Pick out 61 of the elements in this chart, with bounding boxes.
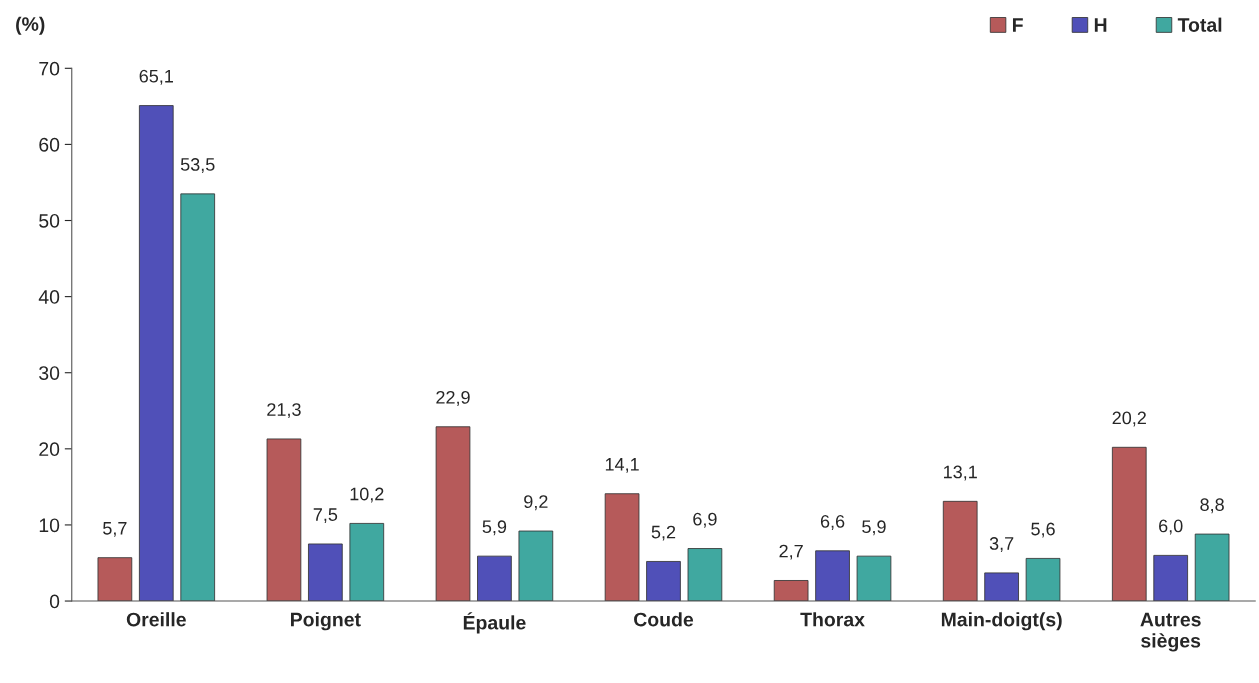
data-label: 5,2 (651, 525, 676, 541)
bar (604, 493, 640, 602)
y-tick-label: 40 (38, 290, 60, 304)
bar (435, 426, 471, 602)
bar (349, 522, 385, 602)
y-tick-label: 70 (39, 61, 60, 76)
x-tick-label: Autres sièges (1140, 612, 1201, 652)
bar (1153, 554, 1189, 602)
data-label: 5,6 (1031, 522, 1055, 538)
data-label: 2,7 (779, 544, 803, 560)
data-label: 65,1 (139, 69, 173, 85)
x-tick-label: Oreille (126, 612, 186, 627)
y-tick-label: 10 (39, 518, 60, 533)
y-tick-label: 50 (39, 213, 60, 228)
data-label: 6,9 (693, 512, 717, 528)
data-label: 20,2 (1112, 411, 1146, 427)
x-tick-label: Poignet (291, 612, 361, 631)
bar (1025, 558, 1061, 602)
y-tick-label: 60 (39, 137, 60, 152)
x-tick-label: Thorax (800, 612, 865, 627)
bar (138, 105, 174, 602)
bar (1111, 446, 1147, 602)
data-label: 53,5 (180, 158, 215, 173)
data-label: 13,1 (944, 465, 977, 481)
bar (687, 548, 723, 602)
bar (856, 555, 892, 602)
bar (308, 543, 343, 602)
legend-label: F (1012, 18, 1023, 32)
y-tick-label: 30 (39, 366, 60, 380)
data-label: 3,7 (989, 537, 1014, 552)
data-label: 8,8 (1200, 498, 1224, 514)
bar (1194, 533, 1230, 602)
x-tick-label: Épaule (463, 612, 526, 634)
bar (815, 550, 850, 602)
data-label: 21,3 (267, 403, 301, 419)
bar (97, 557, 133, 602)
data-label: 22,9 (436, 390, 470, 406)
y-tick-label: 0 (49, 594, 60, 609)
legend-label: Total (1177, 17, 1222, 32)
bar (646, 561, 681, 602)
bar (518, 530, 554, 602)
data-label: 9,2 (524, 495, 548, 511)
data-label: 6,6 (820, 515, 845, 530)
bar (984, 572, 1019, 602)
legend-label: H (1094, 18, 1107, 32)
data-label: 5,9 (862, 520, 886, 536)
bar (477, 555, 512, 602)
x-tick-label: Coude (634, 612, 694, 627)
data-label: 5,7 (103, 522, 127, 537)
data-label: 7,5 (313, 508, 338, 524)
bar (942, 500, 978, 602)
data-label: 5,9 (482, 520, 507, 536)
data-label: 14,1 (605, 458, 639, 473)
bar (266, 438, 302, 602)
data-label: 10,2 (350, 487, 384, 503)
x-tick-label: Main-doigt(s) (941, 612, 1062, 631)
y-axis-title: (%) (16, 16, 45, 35)
bar (180, 193, 216, 602)
bar (773, 580, 809, 602)
data-label: 6,0 (1159, 519, 1183, 535)
y-tick-label: 20 (39, 442, 60, 457)
